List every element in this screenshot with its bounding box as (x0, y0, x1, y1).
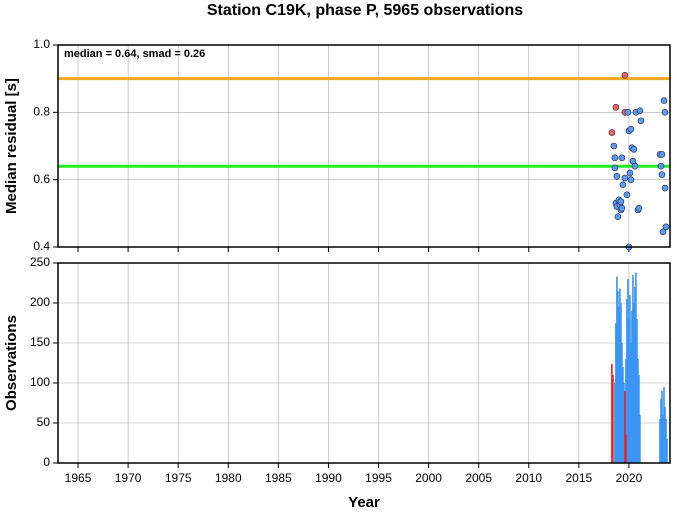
y-axis-label: Observations (3, 315, 20, 411)
point (635, 204, 643, 212)
bar (625, 359, 627, 463)
y-tick-label: 0.4 (33, 239, 50, 253)
point (662, 223, 670, 231)
y-tick-label: 100 (30, 375, 50, 389)
x-tick-label: 2010 (515, 471, 542, 485)
bar (616, 276, 618, 463)
point (608, 129, 616, 136)
bar (631, 311, 633, 463)
point (618, 154, 626, 162)
x-tick-label: 1995 (365, 471, 392, 485)
point (624, 109, 632, 116)
point (660, 97, 668, 104)
point (612, 103, 620, 111)
y-tick-label: 0 (43, 455, 50, 469)
bar (615, 323, 617, 463)
point (613, 173, 621, 180)
x-axis-label: Year (348, 494, 380, 511)
bar (622, 367, 624, 463)
point (623, 191, 631, 199)
x-tick-label: 2020 (616, 471, 643, 485)
y-tick-label: 0.6 (33, 172, 50, 186)
x-tick-label: 1990 (315, 471, 342, 485)
point (630, 146, 638, 153)
point (631, 162, 639, 170)
y-tick-label: 0.8 (33, 105, 50, 119)
bar (634, 287, 636, 463)
bar (659, 419, 661, 463)
point (658, 151, 666, 158)
bar (624, 391, 626, 463)
point (611, 154, 619, 162)
bar (623, 383, 625, 463)
bar (633, 303, 635, 463)
point (611, 164, 619, 172)
y-tick-label: 200 (30, 295, 50, 309)
point (619, 181, 627, 189)
bar (625, 435, 627, 463)
y-tick-label: 150 (30, 335, 50, 349)
x-tick-label: 2015 (565, 471, 592, 485)
chart-title: Station C19K, phase P, 5965 observations (207, 2, 523, 19)
point (614, 213, 622, 220)
annotation: median = 0.64, smad = 0.26 (64, 48, 205, 60)
bar (614, 383, 616, 463)
y-tick-label: 250 (30, 255, 50, 269)
bar (632, 275, 634, 463)
bar (626, 299, 628, 463)
bar (664, 407, 666, 463)
point (636, 107, 644, 114)
bar (612, 375, 614, 463)
bar (638, 375, 640, 463)
y-tick-label: 1.0 (33, 37, 50, 51)
bar (621, 343, 623, 463)
point (657, 162, 665, 170)
y-tick-label: 50 (37, 415, 51, 429)
point (658, 171, 666, 178)
point (610, 142, 618, 150)
plot-frame (57, 262, 671, 464)
x-tick-label: 1985 (265, 471, 292, 485)
point (637, 117, 645, 125)
x-tick-label: 1970 (115, 471, 142, 485)
x-tick-label: 1965 (65, 471, 92, 485)
bar (660, 399, 662, 463)
bar (617, 291, 619, 463)
x-tick-label: 1980 (215, 471, 242, 485)
bar (620, 303, 622, 463)
point (659, 228, 667, 236)
point (617, 198, 625, 205)
bar (629, 295, 631, 463)
bar (628, 319, 630, 463)
point (661, 184, 669, 192)
bar (611, 363, 613, 463)
x-tick-label: 1975 (165, 471, 192, 485)
point (627, 176, 635, 183)
point (661, 109, 669, 116)
bar (635, 272, 637, 463)
bar (630, 343, 632, 463)
x-tick-label: 2005 (465, 471, 492, 485)
point (627, 125, 635, 133)
bar (639, 415, 641, 463)
bar (661, 391, 663, 463)
bar (662, 415, 664, 463)
bar (627, 279, 629, 463)
y-axis-label: Median residual [s] (3, 78, 20, 214)
bar (618, 307, 620, 463)
bar (663, 387, 665, 463)
point (626, 169, 634, 177)
bar (636, 319, 638, 463)
point (618, 204, 626, 212)
point (621, 174, 629, 182)
bar (619, 288, 621, 463)
x-tick-label: 2000 (415, 471, 442, 485)
point (621, 72, 629, 79)
bar (666, 439, 668, 463)
bar (637, 359, 639, 463)
plot-frame (57, 44, 671, 248)
bar (665, 419, 667, 463)
